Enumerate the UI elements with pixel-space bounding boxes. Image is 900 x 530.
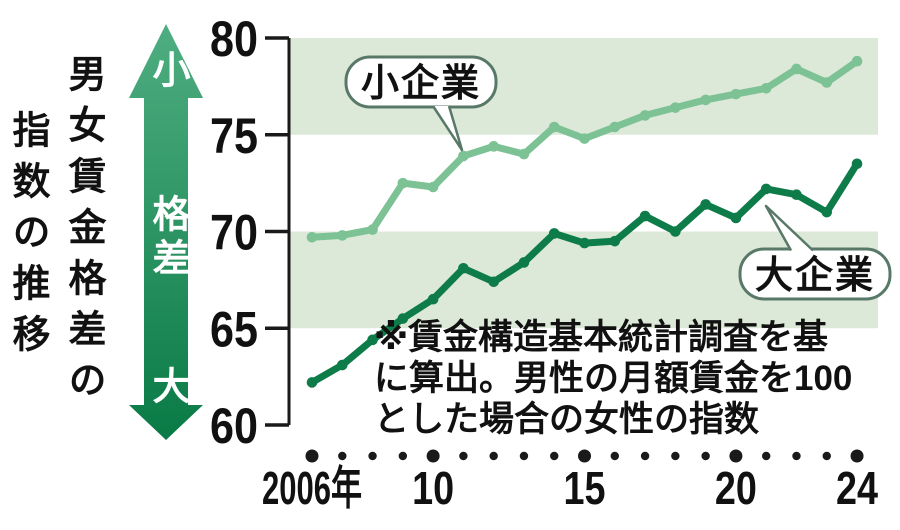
y-tick-label-65: 65 <box>210 301 258 357</box>
double-arrow-shape <box>129 24 203 440</box>
data-point-0-2020 <box>730 88 742 100</box>
x-axis-dot-2007 <box>338 451 347 461</box>
y-tick-label-80: 80 <box>210 11 258 67</box>
data-point-1-2007 <box>336 359 348 371</box>
data-point-1-2008 <box>367 334 378 346</box>
data-point-1-2016 <box>609 235 621 247</box>
y-tick-label-70: 70 <box>210 205 258 261</box>
data-point-1-2006 <box>306 377 318 388</box>
x-axis-dot-2010 <box>426 449 440 463</box>
x-axis-dot-2012 <box>489 451 498 461</box>
data-point-1-2014 <box>548 228 560 239</box>
x-axis-dot-2015 <box>578 449 592 463</box>
small-company-bubble-label: 小企業 <box>361 62 481 105</box>
gap-small-label: 小 <box>146 50 188 94</box>
page-title-column-2: 指数の推移 <box>6 110 48 365</box>
data-point-0-2023 <box>821 77 833 88</box>
large-company-bubble-label: 大企業 <box>755 254 875 297</box>
data-point-1-2012 <box>488 276 499 288</box>
x-axis-dot-2014 <box>550 451 559 461</box>
x-axis-dot-2016 <box>610 451 619 461</box>
data-point-0-2009 <box>397 177 409 189</box>
data-point-1-2024 <box>851 158 863 170</box>
data-point-1-2010 <box>427 293 439 305</box>
x-axis-dot-2021 <box>762 451 771 461</box>
data-point-1-2017 <box>639 210 651 222</box>
source-note-line1: ※賃金構造基本統計調査を基 <box>374 318 829 357</box>
data-point-0-2011 <box>458 150 469 162</box>
gap-word-label: 格差 <box>146 194 188 282</box>
data-point-0-2008 <box>367 224 378 235</box>
source-note-line3: とした場合の女性の指数 <box>374 400 760 439</box>
data-point-1-2015 <box>579 237 590 249</box>
gap-direction-arrow-icon <box>128 22 204 442</box>
data-point-0-2024 <box>851 55 863 67</box>
y-tick-label-75: 75 <box>210 108 258 164</box>
data-point-0-2021 <box>760 83 772 94</box>
y-tick-label-60: 60 <box>210 398 258 454</box>
data-point-0-2019 <box>700 94 711 106</box>
data-point-0-2016 <box>609 121 621 133</box>
small-company-bubble <box>344 55 498 109</box>
data-point-1-2018 <box>670 226 681 237</box>
x-axis-dot-2006 <box>305 449 319 463</box>
data-point-0-2007 <box>336 230 348 241</box>
x-axis-dot-2019 <box>701 451 710 461</box>
x-axis-dot-2024 <box>850 449 864 463</box>
data-point-0-2012 <box>488 141 499 152</box>
x-tick-label-2024: 24 <box>836 462 878 514</box>
data-point-1-2019 <box>700 199 711 210</box>
data-point-0-2010 <box>427 181 439 193</box>
data-point-1-2013 <box>518 257 530 268</box>
data-point-1-2011 <box>458 262 469 274</box>
x-tick-label-2020: 20 <box>715 462 757 514</box>
x-axis-dot-2018 <box>671 451 680 461</box>
data-point-1-2021 <box>760 183 772 195</box>
data-point-1-2020 <box>730 212 742 224</box>
gap-large-label: 大 <box>146 366 188 410</box>
data-point-1-2022 <box>791 189 802 201</box>
small-company-bubble-tail <box>431 105 464 152</box>
large-company-bubble-tail <box>764 204 814 252</box>
source-note-line2: に算出。男性の月額賃金を100 <box>374 359 853 398</box>
x-axis-dot-2020 <box>729 449 743 463</box>
data-point-1-2009 <box>397 313 409 324</box>
data-point-0-2017 <box>639 110 651 121</box>
x-axis-dot-2009 <box>398 451 408 461</box>
source-note: ※賃金構造基本統計調査を基 に算出。男性の月額賃金を100 とした場合の女性の指… <box>374 317 894 440</box>
data-point-1-2023 <box>821 206 833 218</box>
x-axis-dot-2017 <box>640 451 650 461</box>
data-point-0-2022 <box>791 63 802 75</box>
large-company-bubble <box>738 247 892 301</box>
data-point-0-2013 <box>518 148 530 160</box>
x-tick-label-2006: 2006年 <box>262 462 362 514</box>
data-point-0-2015 <box>579 133 590 144</box>
data-point-0-2018 <box>670 102 681 113</box>
x-axis-dot-2013 <box>519 451 529 461</box>
data-point-0-2006 <box>306 232 318 243</box>
x-tick-label-2010: 10 <box>412 462 454 514</box>
x-axis-dot-2008 <box>368 451 377 461</box>
x-axis-dot-2023 <box>822 451 831 461</box>
x-axis-dot-2022 <box>792 451 801 461</box>
x-tick-label-2015: 15 <box>564 462 606 514</box>
page-title-column-1: 男女賃金格差の <box>62 54 104 411</box>
data-point-0-2014 <box>548 121 560 133</box>
x-axis-dot-2011 <box>459 451 468 461</box>
